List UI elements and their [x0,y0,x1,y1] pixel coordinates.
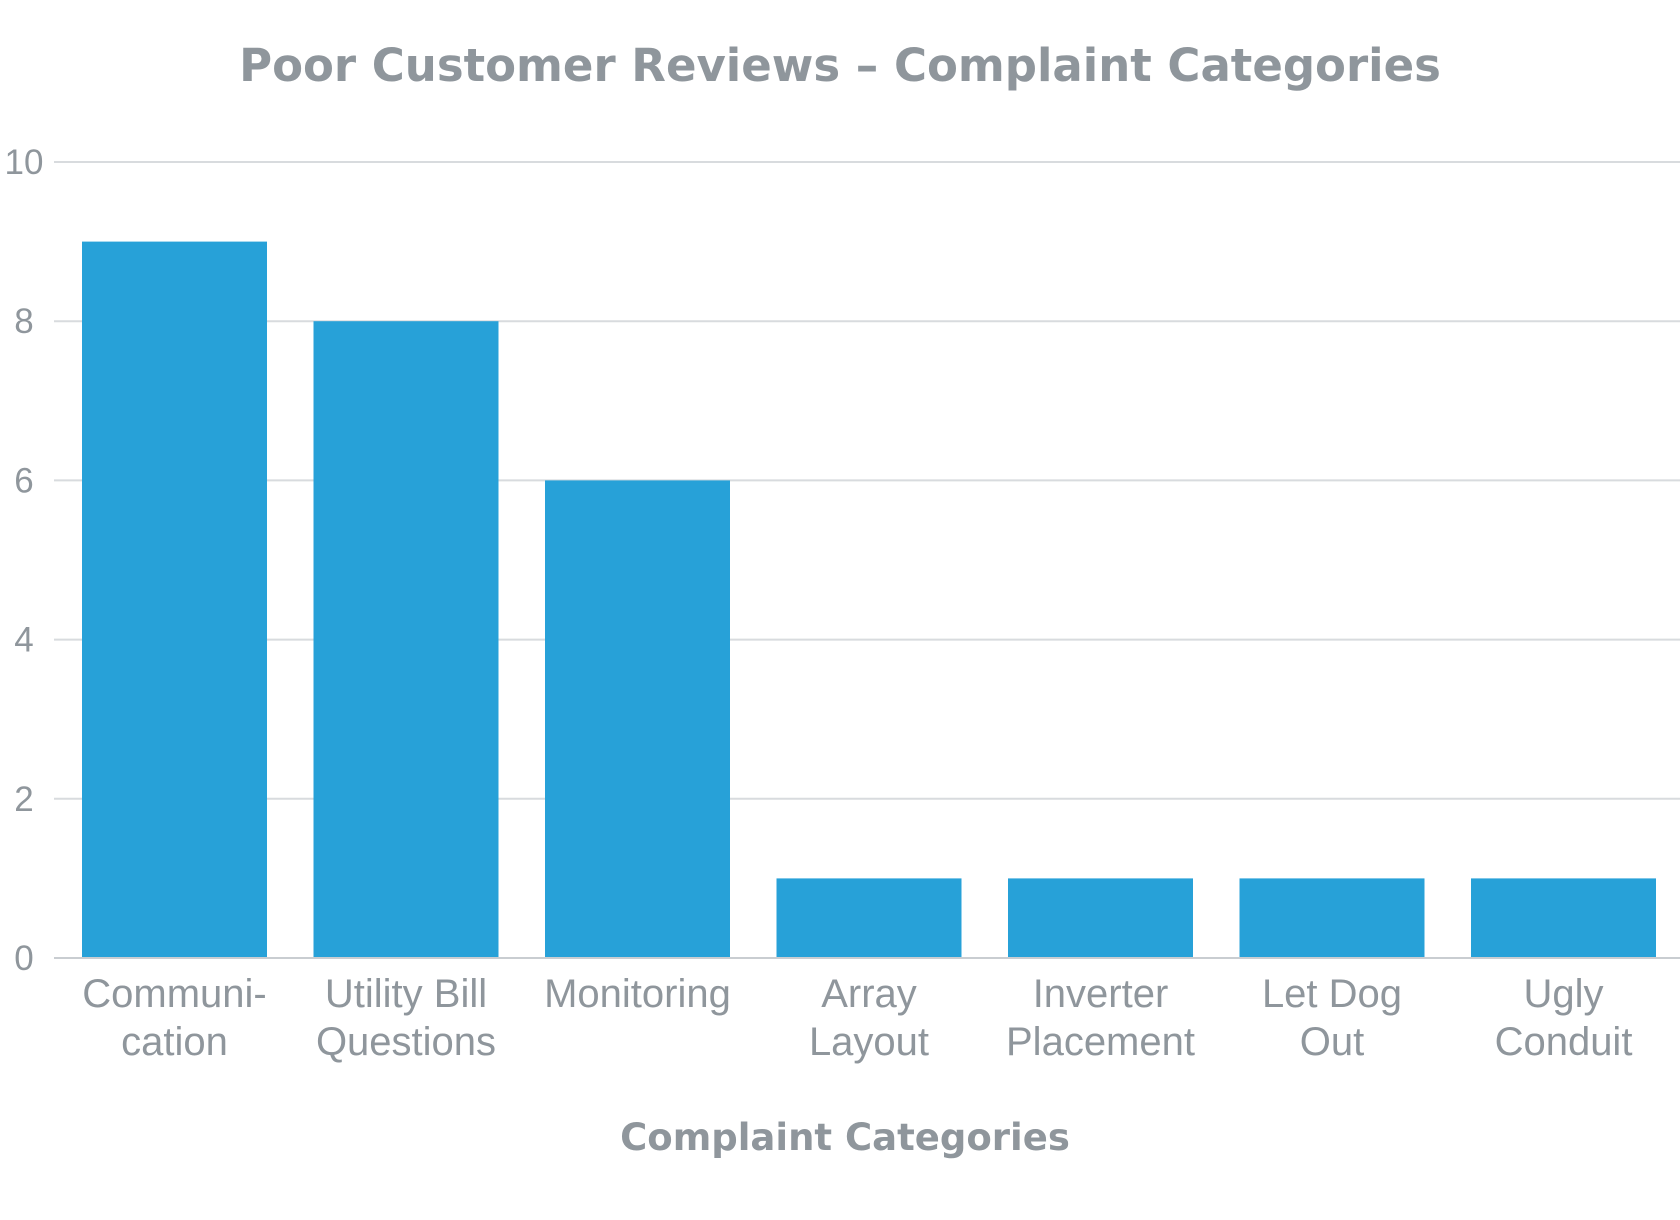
y-tick-label-8: 8 [14,302,33,341]
category-label-line: Inverter [1033,972,1169,1016]
bar-1 [82,241,267,959]
y-tick-label-0: 0 [14,939,33,978]
category-label-line: Placement [1006,1020,1195,1064]
chart-title: Poor Customer Reviews – Complaint Catego… [239,39,1441,92]
category-label-line: Monitoring [544,972,731,1016]
y-axis-tick-labels: 0 2 4 6 8 10 [5,143,44,978]
gridlines [54,161,1680,800]
category-label-line: Communi- [82,972,266,1016]
category-label-3: Monitoring [544,972,731,1016]
category-label-line: Ugly [1523,972,1603,1016]
bar-7 [1471,878,1656,958]
category-label-line: Array [821,972,917,1016]
category-label-line: Layout [809,1020,929,1064]
category-label-6: Let Dog Out [1262,972,1402,1064]
y-tick-label-2: 2 [14,780,33,819]
category-label-line: Conduit [1495,1020,1633,1064]
x-axis-category-labels: Communi-cation Utility Bill Questions Monit… [82,972,1632,1064]
bar-5 [1008,878,1193,958]
category-label-line: Utility Bill [325,972,487,1016]
bars [82,241,1656,959]
category-label-5: Inverter Placement [1006,972,1195,1064]
category-label-2: Utility Bill Questions [316,972,496,1064]
category-label-line: Out [1300,1020,1364,1064]
bar-4 [776,878,962,958]
category-label-line: Let Dog [1262,972,1402,1016]
category-label-line: cation [121,1020,228,1064]
y-tick-label-10: 10 [5,143,44,182]
x-axis-title: Complaint Categories [620,1116,1070,1159]
y-tick-label-4: 4 [14,621,33,660]
category-label-line: Questions [316,1020,496,1064]
category-label-7: Ugly Conduit [1495,972,1633,1064]
bar-3 [545,480,730,958]
y-tick-label-6: 6 [14,461,33,500]
bar-2 [313,321,499,958]
category-label-1: Communi-cation [82,972,266,1064]
category-label-4: Array Layout [809,972,929,1064]
bar-6 [1239,878,1425,958]
